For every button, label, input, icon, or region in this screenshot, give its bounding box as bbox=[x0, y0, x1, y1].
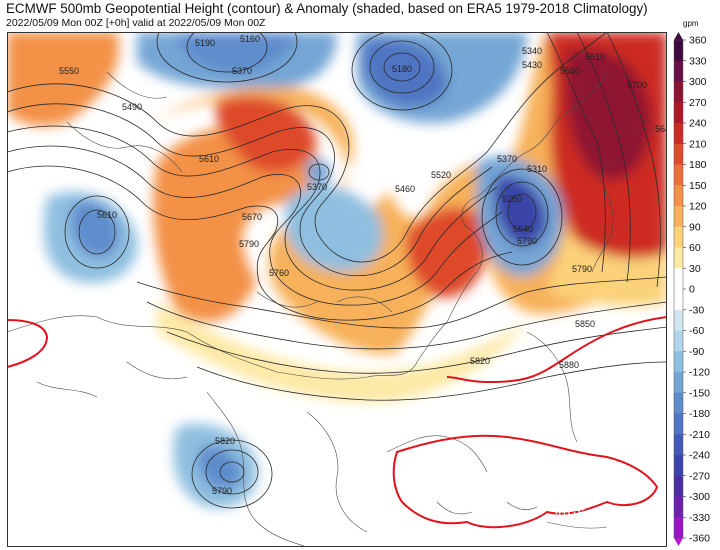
colorbar-bin bbox=[674, 517, 683, 539]
colorbar-extend-bottom bbox=[674, 538, 683, 546]
contour-label: 5670 bbox=[242, 212, 262, 222]
colorbar-tick-label: -90 bbox=[689, 346, 704, 358]
contour-label: 5610 bbox=[585, 52, 605, 62]
colorbar-extend-top bbox=[674, 32, 683, 40]
colorbar-bin bbox=[674, 60, 683, 82]
contour-label: 5760 bbox=[269, 268, 289, 278]
colorbar-tick-label: -60 bbox=[689, 325, 704, 337]
contour-label: 5880 bbox=[559, 360, 579, 370]
contour-label: 5790 bbox=[517, 236, 537, 246]
colorbar-bin bbox=[674, 392, 683, 414]
colorbar-bin bbox=[674, 309, 683, 331]
colorbar-bin bbox=[674, 226, 683, 248]
contour-label: 5190 bbox=[195, 38, 215, 48]
contour-label: 5790 bbox=[212, 486, 232, 496]
colorbar-tick-label: 120 bbox=[689, 201, 707, 213]
colorbar-bin bbox=[674, 330, 683, 352]
colorbar-ticks: 3603303002702402101801501209060300-30-60… bbox=[683, 35, 710, 545]
contour-label: 5610 bbox=[199, 154, 219, 164]
contour-label: 5820 bbox=[470, 356, 490, 366]
colorbar-bins bbox=[673, 32, 684, 546]
colorbar-bin bbox=[674, 289, 683, 311]
contour-labels: 5190 5160 5550 5370 5180 5340 5430 5580 … bbox=[59, 34, 667, 496]
colorbar-tick-label: 150 bbox=[689, 180, 707, 192]
colorbar-tick-label: -150 bbox=[689, 387, 710, 399]
colorbar-bin bbox=[674, 40, 683, 62]
colorbar-tick-label: -120 bbox=[689, 367, 710, 379]
colorbar-tick-label: 90 bbox=[689, 221, 701, 233]
watermark: 知乎 @chenzhe bbox=[555, 507, 667, 526]
colorbar-bin bbox=[674, 123, 683, 145]
chart-header: ECMWF 500mb Geopotential Height (contour… bbox=[6, 0, 648, 30]
colorbar-tick-label: 360 bbox=[689, 35, 707, 47]
colorbar-bin bbox=[674, 268, 683, 290]
contour-label: 5430 bbox=[522, 60, 542, 70]
colorbar-tick-label: 300 bbox=[689, 76, 707, 88]
colorbar-bin bbox=[674, 372, 683, 394]
colorbar-tick-label: 330 bbox=[689, 55, 707, 67]
contour-label: 5490 bbox=[122, 102, 142, 112]
colorbar-bin bbox=[674, 143, 683, 165]
colorbar-tick-label: 240 bbox=[689, 118, 707, 130]
contour-label: 5460 bbox=[395, 184, 415, 194]
contour-label: 5180 bbox=[392, 64, 412, 74]
colorbar: 3603303002702402101801501209060300-30-60… bbox=[673, 32, 710, 546]
contour-label: 5820 bbox=[215, 436, 235, 446]
colorbar-bin bbox=[674, 496, 683, 518]
anomaly-shading bbox=[7, 32, 667, 508]
colorbar-tick-label: -330 bbox=[689, 512, 710, 524]
contour-label: 5160 bbox=[240, 34, 260, 44]
coastlines bbox=[7, 71, 614, 547]
contour-label: 5790 bbox=[572, 264, 592, 274]
contour-label: 5550 bbox=[59, 66, 79, 76]
contour-label: 5310 bbox=[527, 164, 547, 174]
chart-title: ECMWF 500mb Geopotential Height (contour… bbox=[6, 1, 648, 16]
contour-label: 5850 bbox=[575, 319, 595, 329]
colorbar-tick-label: 180 bbox=[689, 159, 707, 171]
colorbar-tick-label: -300 bbox=[689, 491, 710, 503]
colorbar-bin bbox=[674, 475, 683, 497]
colorbar-bin bbox=[674, 413, 683, 435]
colorbar-tick-label: -360 bbox=[689, 533, 710, 545]
contour-label: 5610 bbox=[97, 210, 117, 220]
colorbar-bin bbox=[674, 247, 683, 269]
contour-label: 5370 bbox=[232, 66, 252, 76]
colorbar-tick-label: -180 bbox=[689, 408, 710, 420]
contour-label: 5340 bbox=[522, 46, 542, 56]
geopotential-map: 5190 5160 5550 5370 5180 5340 5430 5580 … bbox=[7, 32, 667, 547]
contour-label: 5250 bbox=[502, 194, 522, 204]
colorbar-tick-label: 0 bbox=[689, 284, 695, 296]
contour-label: 5520 bbox=[431, 170, 451, 180]
colorbar-tick-label: 60 bbox=[689, 242, 701, 254]
colorbar-bin bbox=[674, 81, 683, 103]
colorbar-tick-label: -240 bbox=[689, 450, 710, 462]
colorbar-bin bbox=[674, 351, 683, 373]
contour-label: 5640 bbox=[655, 124, 667, 134]
colorbar-tick-label: 30 bbox=[689, 263, 701, 275]
colorbar-tick-label: 270 bbox=[689, 97, 707, 109]
colorbar-bin bbox=[674, 185, 683, 207]
colorbar-bin bbox=[674, 206, 683, 228]
contour-5880 bbox=[7, 316, 667, 529]
contour-label: 5790 bbox=[239, 239, 259, 249]
contour-label: 5370 bbox=[497, 154, 517, 164]
contour-label: 5370 bbox=[307, 182, 327, 192]
colorbar-tick-label: -30 bbox=[689, 304, 704, 316]
colorbar-tick-label: -270 bbox=[689, 470, 710, 482]
colorbar-bin bbox=[674, 455, 683, 477]
contour-label: 5700 bbox=[627, 80, 647, 90]
colorbar-bin bbox=[674, 434, 683, 456]
colorbar-tick-label: -210 bbox=[689, 429, 710, 441]
colorbar-unit: gpm bbox=[683, 19, 699, 28]
chart-subtitle: 2022/05/09 Mon 00Z [+0h] valid at 2022/0… bbox=[6, 17, 266, 29]
colorbar-bin bbox=[674, 164, 683, 186]
colorbar-tick-label: 210 bbox=[689, 138, 707, 150]
colorbar-bin bbox=[674, 102, 683, 124]
contour-label: 5580 bbox=[560, 66, 580, 76]
height-contours bbox=[7, 32, 667, 509]
contour-label: 5640 bbox=[513, 224, 533, 234]
